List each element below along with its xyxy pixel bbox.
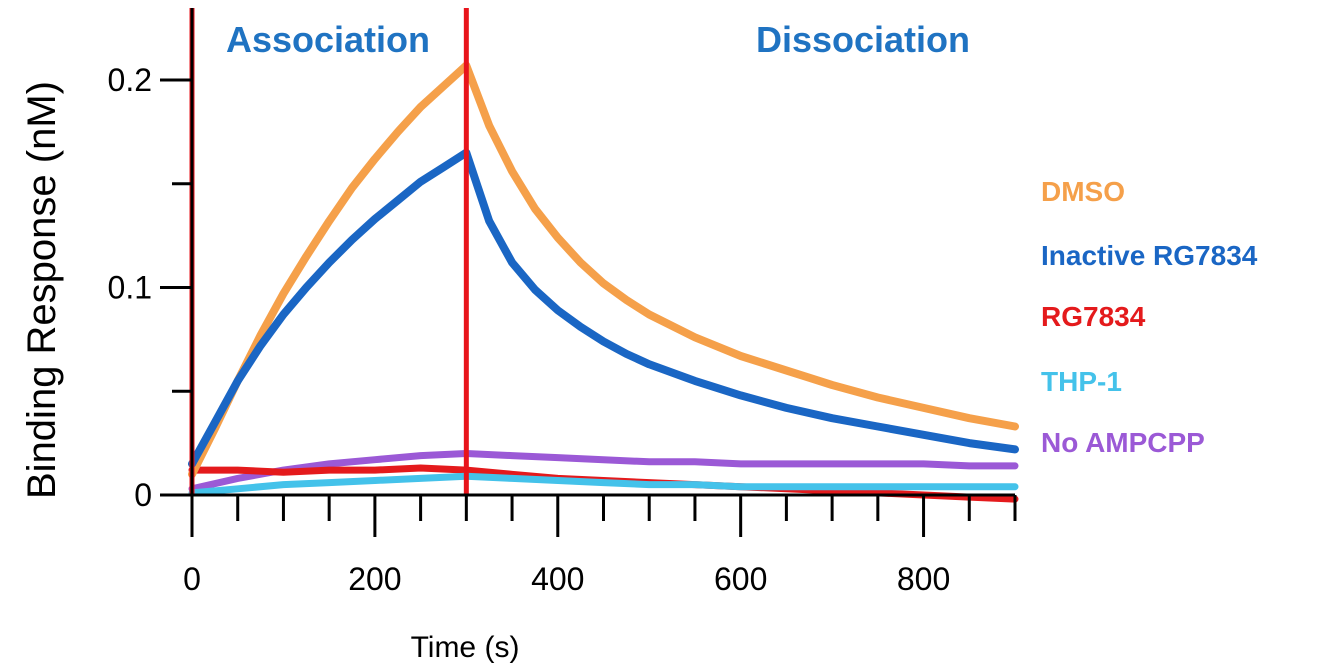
legend-item-dmso: DMSO (1041, 176, 1125, 207)
legend-item-rg7834: RG7834 (1041, 301, 1146, 332)
y-axis-label: Binding Response (nM) (20, 81, 64, 499)
x-axis-label: Time (s) (411, 631, 520, 664)
y-tick-label: 0.1 (108, 270, 152, 306)
x-tick-label: 400 (531, 561, 584, 597)
series-line-inactive-rg7834 (188, 148, 1019, 468)
legend: DMSO Inactive RG7834 RG7834 THP-1 No AMP… (1041, 176, 1258, 458)
legend-item-no-ampcpp: No AMPCPP (1041, 427, 1205, 458)
series-line-dmso (188, 61, 1019, 479)
legend-item-inactive-rg7834: Inactive RG7834 (1041, 240, 1258, 271)
phase-marker-layer (189, 8, 469, 495)
series-layer (188, 61, 1019, 503)
tick-layer: 0 200 400 600 800 0 0.1 0.2 (108, 62, 1017, 597)
dissociation-annotation: Dissociation (756, 19, 970, 60)
series-line-thp-1 (188, 472, 1019, 497)
axes-layer (190, 8, 1015, 497)
x-tick-label: 800 (897, 561, 950, 597)
legend-item-thp-1: THP-1 (1041, 366, 1122, 397)
x-tick-label: 600 (714, 561, 767, 597)
y-tick-label: 0.2 (108, 62, 152, 98)
y-tick-label: 0 (134, 477, 152, 513)
series-line-no-ampcpp (188, 450, 1019, 493)
association-annotation: Association (226, 19, 430, 60)
x-tick-label: 200 (348, 561, 401, 597)
x-tick-label: 0 (183, 561, 201, 597)
